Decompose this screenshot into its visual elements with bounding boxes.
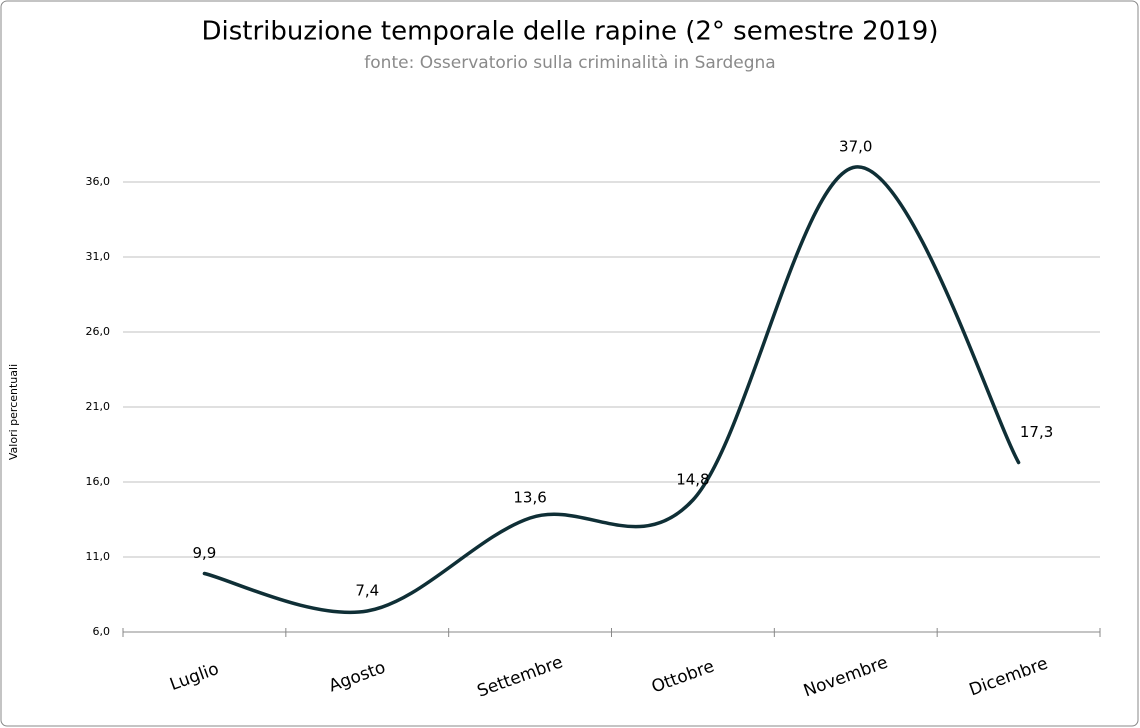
y-tick-label: 11,0 bbox=[86, 550, 111, 563]
chart-title: Distribuzione temporale delle rapine (2°… bbox=[202, 17, 939, 47]
data-label: 13,6 bbox=[513, 489, 546, 507]
y-axis-label: Valori percentuali bbox=[7, 364, 20, 460]
line-series bbox=[202, 165, 1021, 615]
y-tick-label: 31,0 bbox=[86, 250, 111, 263]
y-tick-label: 26,0 bbox=[86, 325, 111, 338]
y-tick-label: 6,0 bbox=[93, 625, 111, 638]
y-tick-label: 16,0 bbox=[86, 475, 111, 488]
data-label: 9,9 bbox=[192, 544, 216, 562]
data-label: 7,4 bbox=[355, 582, 379, 600]
data-label: 37,0 bbox=[839, 138, 872, 156]
chart-subtitle: fonte: Osservatorio sulla criminalità in… bbox=[364, 53, 775, 73]
y-tick-label: 21,0 bbox=[86, 400, 111, 413]
y-tick-label: 36,0 bbox=[86, 175, 111, 188]
data-label: 14,8 bbox=[676, 471, 709, 489]
data-label: 17,3 bbox=[1020, 423, 1053, 441]
